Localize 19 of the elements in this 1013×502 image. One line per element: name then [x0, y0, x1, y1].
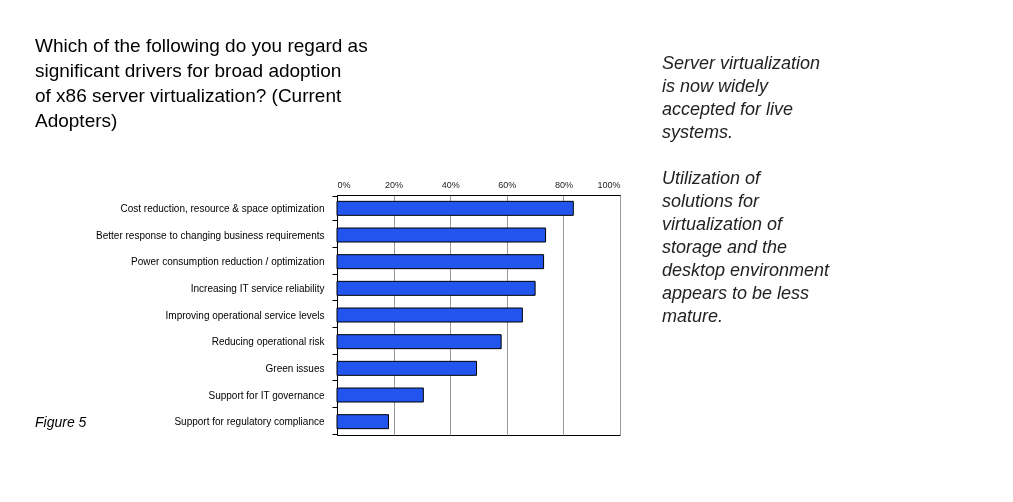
- caption: Figure 5: [35, 414, 87, 430]
- x-tick-label: 60%: [498, 179, 517, 190]
- y-tick-label: Green issues: [265, 362, 325, 374]
- y-tick-label: Support for IT governance: [208, 389, 325, 401]
- y-tick-label: Cost reduction, resource & space optimization: [120, 202, 325, 214]
- text: Server virtualization is now widely accepted for live systems.: [662, 53, 821, 142]
- text: Utilization of solutions for virtualization of storage and the desktop environment appears to be less mature.: [662, 168, 831, 326]
- x-tick-label: 40%: [441, 179, 460, 190]
- chart-title: Which of the following do you regard as significant drivers for broad adoption of x86 server virtualization? (Current Adopters): [35, 35, 368, 131]
- y-tick-label: Improving operational service levels: [165, 309, 325, 321]
- x-tick-label: 20%: [385, 179, 404, 190]
- y-tick-label: Power consumption reduction / optimization: [131, 256, 325, 268]
- x-tick-label: 80%: [554, 179, 573, 190]
- x-tick-label: 100%: [597, 179, 621, 190]
- y-tick-label: Reducing operational risk: [211, 336, 326, 348]
- y-tick-label: Increasing IT service reliability: [190, 282, 325, 294]
- y-tick-label: Support for regulatory compliance: [174, 416, 325, 428]
- y-tick-label: Better response to changing business requirements: [96, 229, 325, 241]
- x-tick-label: 0%: [337, 179, 351, 190]
